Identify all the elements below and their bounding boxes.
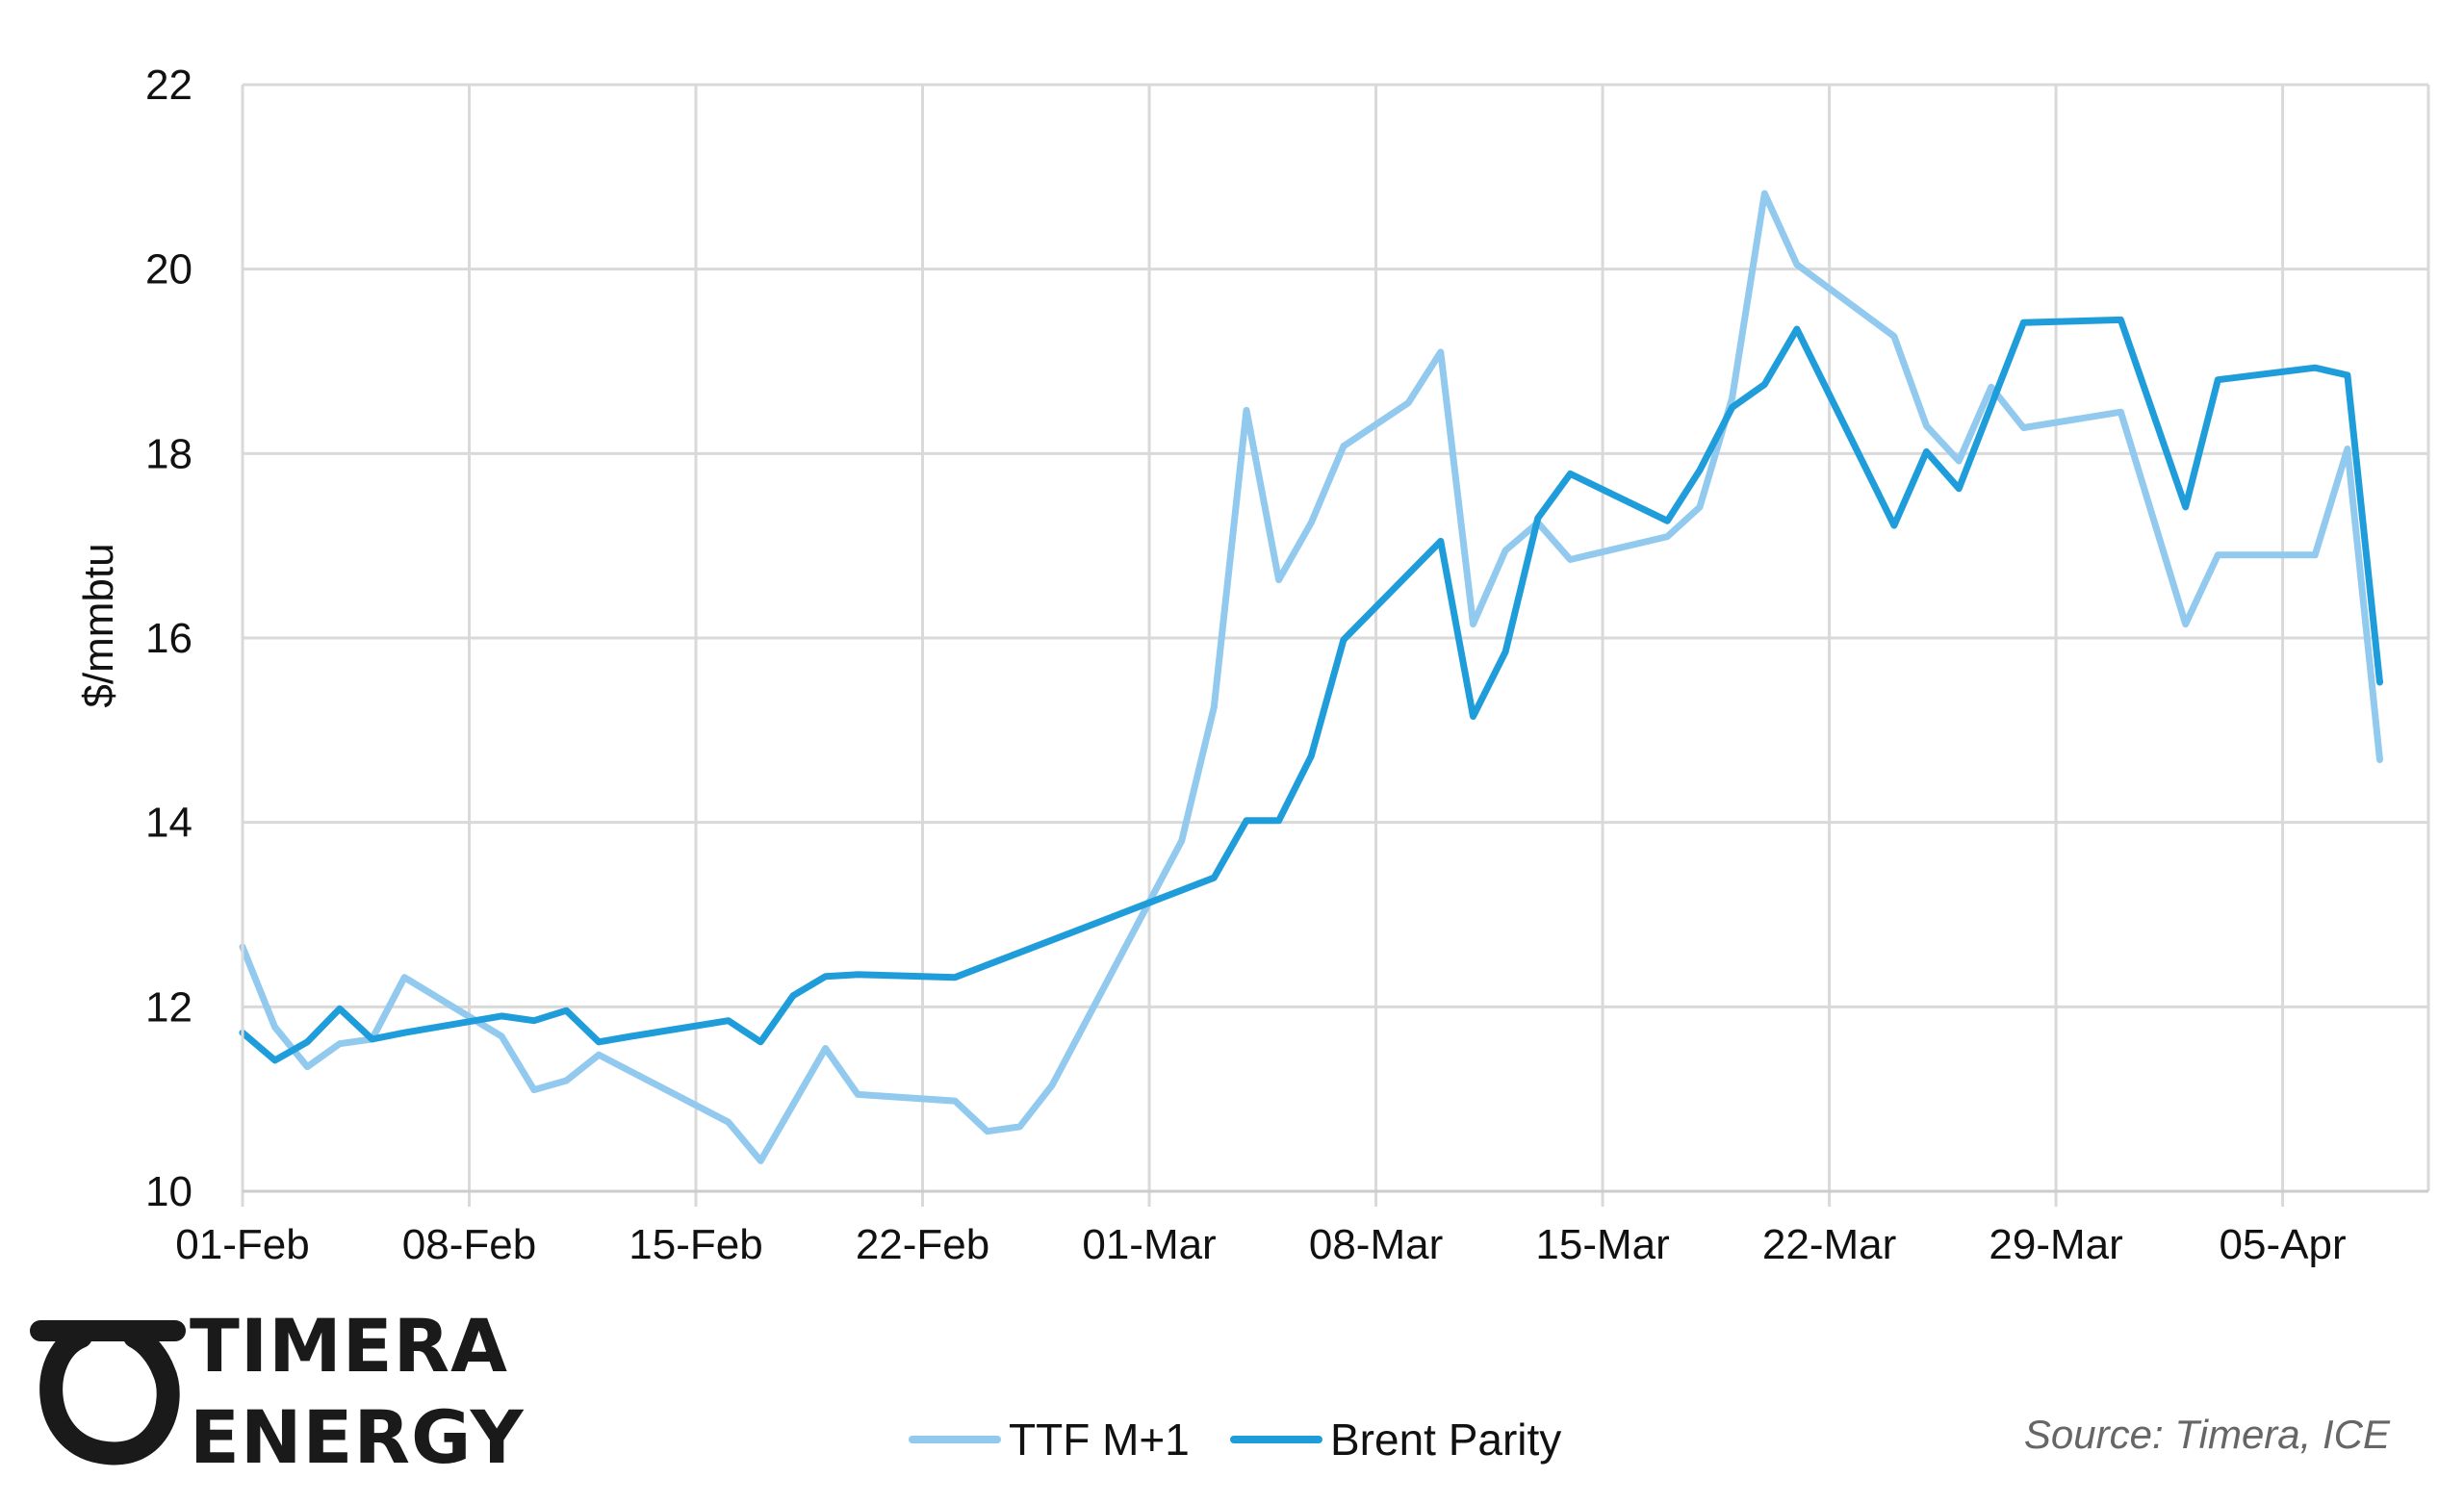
x-tick-label: 01-Mar bbox=[1082, 1221, 1216, 1268]
logo-mark-icon bbox=[30, 1320, 186, 1466]
y-tick-label: 20 bbox=[145, 246, 192, 293]
series-line-brent-parity bbox=[239, 316, 2383, 1064]
y-tick-label: 12 bbox=[145, 983, 192, 1031]
y-tick-label: 14 bbox=[145, 800, 192, 847]
x-tick-label: 15-Mar bbox=[1535, 1221, 1669, 1268]
y-tick-label: 10 bbox=[145, 1168, 192, 1215]
source-note: Source: Timera, ICE bbox=[2024, 1412, 2391, 1457]
y-tick-label: 16 bbox=[145, 615, 192, 662]
grid bbox=[241, 83, 2430, 1207]
y-tick-label: 18 bbox=[145, 430, 192, 477]
x-tick-label: 22-Feb bbox=[856, 1221, 989, 1268]
x-tick-label: 08-Mar bbox=[1309, 1221, 1443, 1268]
x-tick-label: 22-Mar bbox=[1762, 1221, 1896, 1268]
logo: TIMERA ENERGY bbox=[30, 1303, 525, 1480]
series-line-ttf-m-1 bbox=[239, 190, 2383, 1164]
logo-line-2: ENERGY bbox=[190, 1394, 525, 1480]
legend-label: Brent Parity bbox=[1330, 1415, 1561, 1465]
legend-label: TTF M+1 bbox=[1009, 1415, 1190, 1465]
x-tick-label: 08-Feb bbox=[402, 1221, 536, 1268]
x-tick-label: 29-Mar bbox=[1989, 1221, 2122, 1268]
y-axis-label: $/mmbtu bbox=[75, 543, 122, 707]
axes: 10 12 14 16 18 20 22 01-Feb 08-Feb 15-Feb 22-Feb 01… bbox=[145, 62, 2428, 1268]
legend: TTF M+1 Brent Parity bbox=[909, 1415, 1561, 1465]
x-tick-label: 05-Apr bbox=[2220, 1221, 2347, 1268]
series-lines bbox=[239, 190, 2383, 1164]
y-tick-label: 22 bbox=[145, 62, 192, 109]
logo-line-1: TIMERA bbox=[190, 1303, 508, 1389]
x-tick-label: 15-Feb bbox=[629, 1221, 762, 1268]
x-tick-label: 01-Feb bbox=[175, 1221, 309, 1268]
